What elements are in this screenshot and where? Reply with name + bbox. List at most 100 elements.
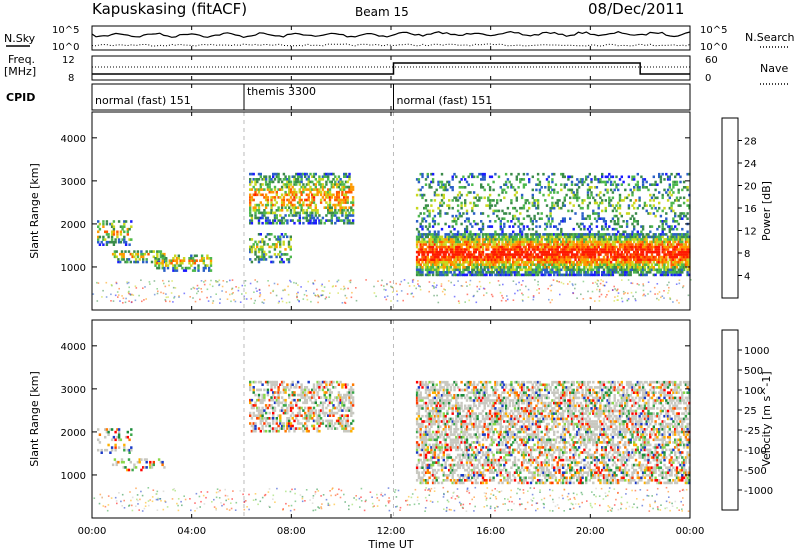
- echo-cell: [467, 191, 470, 194]
- echo-cell: [659, 271, 663, 274]
- echo-cell: [624, 243, 627, 246]
- echo-cell: [604, 238, 607, 241]
- echo-cell: [545, 266, 549, 269]
- echo-cell: [629, 268, 632, 272]
- echo-cell: [645, 253, 648, 256]
- echo-cell: [583, 271, 586, 274]
- noise-cell: [112, 300, 115, 302]
- echo-cell: [346, 198, 349, 202]
- echo-cell: [569, 217, 572, 220]
- noise-cell: [525, 285, 527, 288]
- echo-cell: [298, 180, 301, 184]
- echo-cell: [476, 245, 479, 249]
- echo-cell: [666, 225, 670, 228]
- echo-cell: [126, 258, 129, 261]
- echo-cell: [328, 201, 332, 204]
- echo-cell: [458, 258, 461, 261]
- echo-cell: [569, 250, 572, 254]
- echo-cell: [149, 250, 152, 253]
- echo-cell: [510, 263, 513, 266]
- echo-cell: [508, 258, 511, 261]
- echo-cell: [209, 264, 213, 267]
- noise-cell: [231, 279, 234, 281]
- echo-cell: [277, 235, 280, 239]
- echo-cell: [547, 253, 550, 256]
- echo-cell: [611, 263, 615, 266]
- echo-cell: [453, 273, 456, 277]
- echo-cell: [444, 266, 447, 269]
- echo-cell: [586, 258, 590, 261]
- echo-cell: [588, 214, 591, 218]
- echo-cell: [270, 383, 273, 386]
- noise-cell: [173, 295, 176, 298]
- echo-cell: [430, 271, 433, 274]
- echo-cell: [332, 214, 335, 217]
- noise-cell: [520, 284, 523, 286]
- echo-cell: [622, 258, 625, 261]
- echo-cell: [478, 248, 481, 251]
- echo-cell: [426, 255, 429, 259]
- echo-cell: [608, 245, 611, 249]
- echo-cell: [625, 255, 629, 259]
- echo-cell: [665, 273, 668, 277]
- echo-cell: [268, 233, 271, 236]
- echo-cell: [263, 178, 266, 181]
- echo-cell: [654, 245, 657, 249]
- echo-cell: [583, 217, 586, 220]
- echo-cell: [549, 186, 552, 189]
- echo-cell: [634, 212, 638, 215]
- echo-cell: [150, 260, 154, 264]
- echo-cell: [658, 258, 661, 261]
- echo-cell: [328, 180, 332, 184]
- echo-cell: [627, 193, 631, 197]
- echo-cell: [611, 191, 615, 194]
- echo-cell: [656, 240, 659, 244]
- echo-cell: [277, 206, 280, 209]
- echo-cell: [656, 248, 659, 251]
- echo-cell: [467, 250, 470, 254]
- echo-cell: [553, 271, 556, 274]
- echo-cell: [501, 268, 504, 272]
- echo-cell: [602, 235, 606, 239]
- echo-cell: [448, 180, 451, 184]
- echo-cell: [595, 271, 599, 274]
- echo-cell: [613, 266, 616, 269]
- noise-cell: [385, 289, 387, 291]
- echo-cell: [529, 235, 533, 239]
- noise-cell: [567, 283, 569, 285]
- noise-cell: [178, 296, 180, 298]
- echo-cell: [663, 250, 666, 254]
- echo-cell: [602, 258, 606, 261]
- echo-cell: [638, 233, 641, 236]
- echo-cell: [300, 175, 303, 178]
- echo-cell: [431, 271, 435, 274]
- echo-cell: [674, 245, 677, 249]
- echo-cell: [508, 263, 511, 266]
- echo-cell: [638, 235, 641, 239]
- echo-cell: [519, 258, 522, 261]
- echo-cell: [275, 383, 278, 386]
- echo-cell: [553, 245, 556, 249]
- echo-cell: [544, 271, 547, 274]
- echo-cell: [460, 235, 463, 239]
- echo-cell: [499, 250, 502, 254]
- echo-cell: [270, 201, 273, 204]
- echo-cell: [268, 190, 271, 194]
- echo-cell: [672, 191, 675, 194]
- echo-cell: [606, 258, 609, 261]
- echo-cell: [590, 263, 593, 266]
- echo-cell: [535, 220, 538, 223]
- echo-cell: [114, 238, 117, 241]
- echo-cell: [602, 217, 606, 220]
- echo-cell: [423, 212, 426, 215]
- echo-cell: [140, 252, 143, 256]
- echo-cell: [679, 235, 682, 239]
- echo-cell: [199, 259, 202, 262]
- noise-cell: [124, 301, 127, 304]
- echo-cell: [208, 266, 211, 270]
- echo-cell: [481, 212, 485, 215]
- echo-cell: [426, 263, 429, 266]
- noise-cell: [290, 281, 292, 283]
- echo-cell: [346, 196, 349, 199]
- echo-cell: [620, 183, 623, 186]
